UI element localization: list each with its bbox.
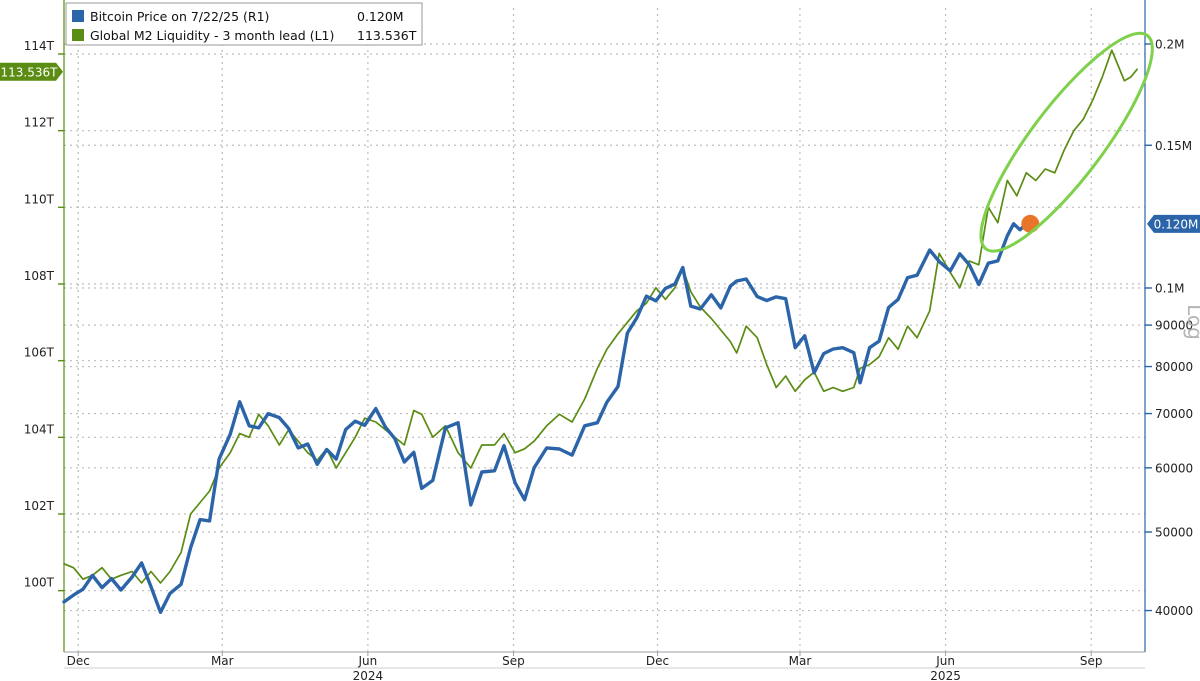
left-tick-label: 112T <box>24 116 55 130</box>
left-tick-label: 108T <box>24 269 55 283</box>
left-tick-label: 100T <box>24 576 55 590</box>
left-tick-label: 104T <box>24 422 55 436</box>
x-tick-label: Jun <box>358 654 378 668</box>
right-tick-label: 50000 <box>1155 526 1193 540</box>
right-tick-label: 60000 <box>1155 461 1193 475</box>
left-tick-label: 114T <box>24 39 55 53</box>
legend-value: 113.536T <box>357 28 417 43</box>
bitcoin-price-line <box>62 222 1028 614</box>
right-tick-label: 40000 <box>1155 604 1193 618</box>
x-tick-label: Mar <box>211 654 234 668</box>
left-last-value-label: 113.536T <box>1 65 59 79</box>
series <box>62 49 1138 614</box>
grid <box>64 8 1145 652</box>
right-tick-label: 0.15M <box>1155 139 1192 153</box>
current-price-marker <box>1021 214 1040 233</box>
x-tick-label: Dec <box>67 654 90 668</box>
x-tick-label: Sep <box>502 654 525 668</box>
legend-box <box>65 2 423 46</box>
highlight-ellipse <box>979 31 1154 253</box>
left-tick-label: 106T <box>24 346 55 360</box>
left-last-value-tag <box>0 62 63 81</box>
x-year-label: 2024 <box>353 669 384 681</box>
right-last-value-label: 0.120M <box>1154 217 1199 231</box>
left-tick-label: 102T <box>24 499 55 513</box>
legend-label: Bitcoin Price on 7/22/25 (R1) <box>90 9 269 24</box>
x-tick-label: Sep <box>1080 654 1103 668</box>
x-tick-label: Dec <box>646 654 669 668</box>
log-scale-label: Log <box>1183 304 1200 340</box>
right-tick-label: 80000 <box>1155 360 1193 374</box>
legend-value: 0.120M <box>357 9 404 24</box>
x-year-label: 2025 <box>930 669 961 681</box>
legend-label: Global M2 Liquidity - 3 month lead (L1) <box>90 28 334 43</box>
x-tick-label: Mar <box>789 654 812 668</box>
annotations <box>979 31 1154 253</box>
legend: Bitcoin Price on 7/22/25 (R1) 0.120M Globa… <box>65 2 423 46</box>
right-tick-label: 0.1M <box>1155 282 1184 296</box>
global-m2-liquidity-line <box>63 49 1138 584</box>
right-tick-label: 90000 <box>1155 319 1193 333</box>
left-tick-label: 110T <box>24 192 55 206</box>
legend-swatch <box>72 10 84 22</box>
legend-swatch <box>72 29 84 41</box>
right-tick-label: 0.2M <box>1155 38 1184 52</box>
right-last-value-tag <box>1147 214 1200 233</box>
right-tick-label: 70000 <box>1155 407 1193 421</box>
x-tick-label: Jun <box>935 654 955 668</box>
